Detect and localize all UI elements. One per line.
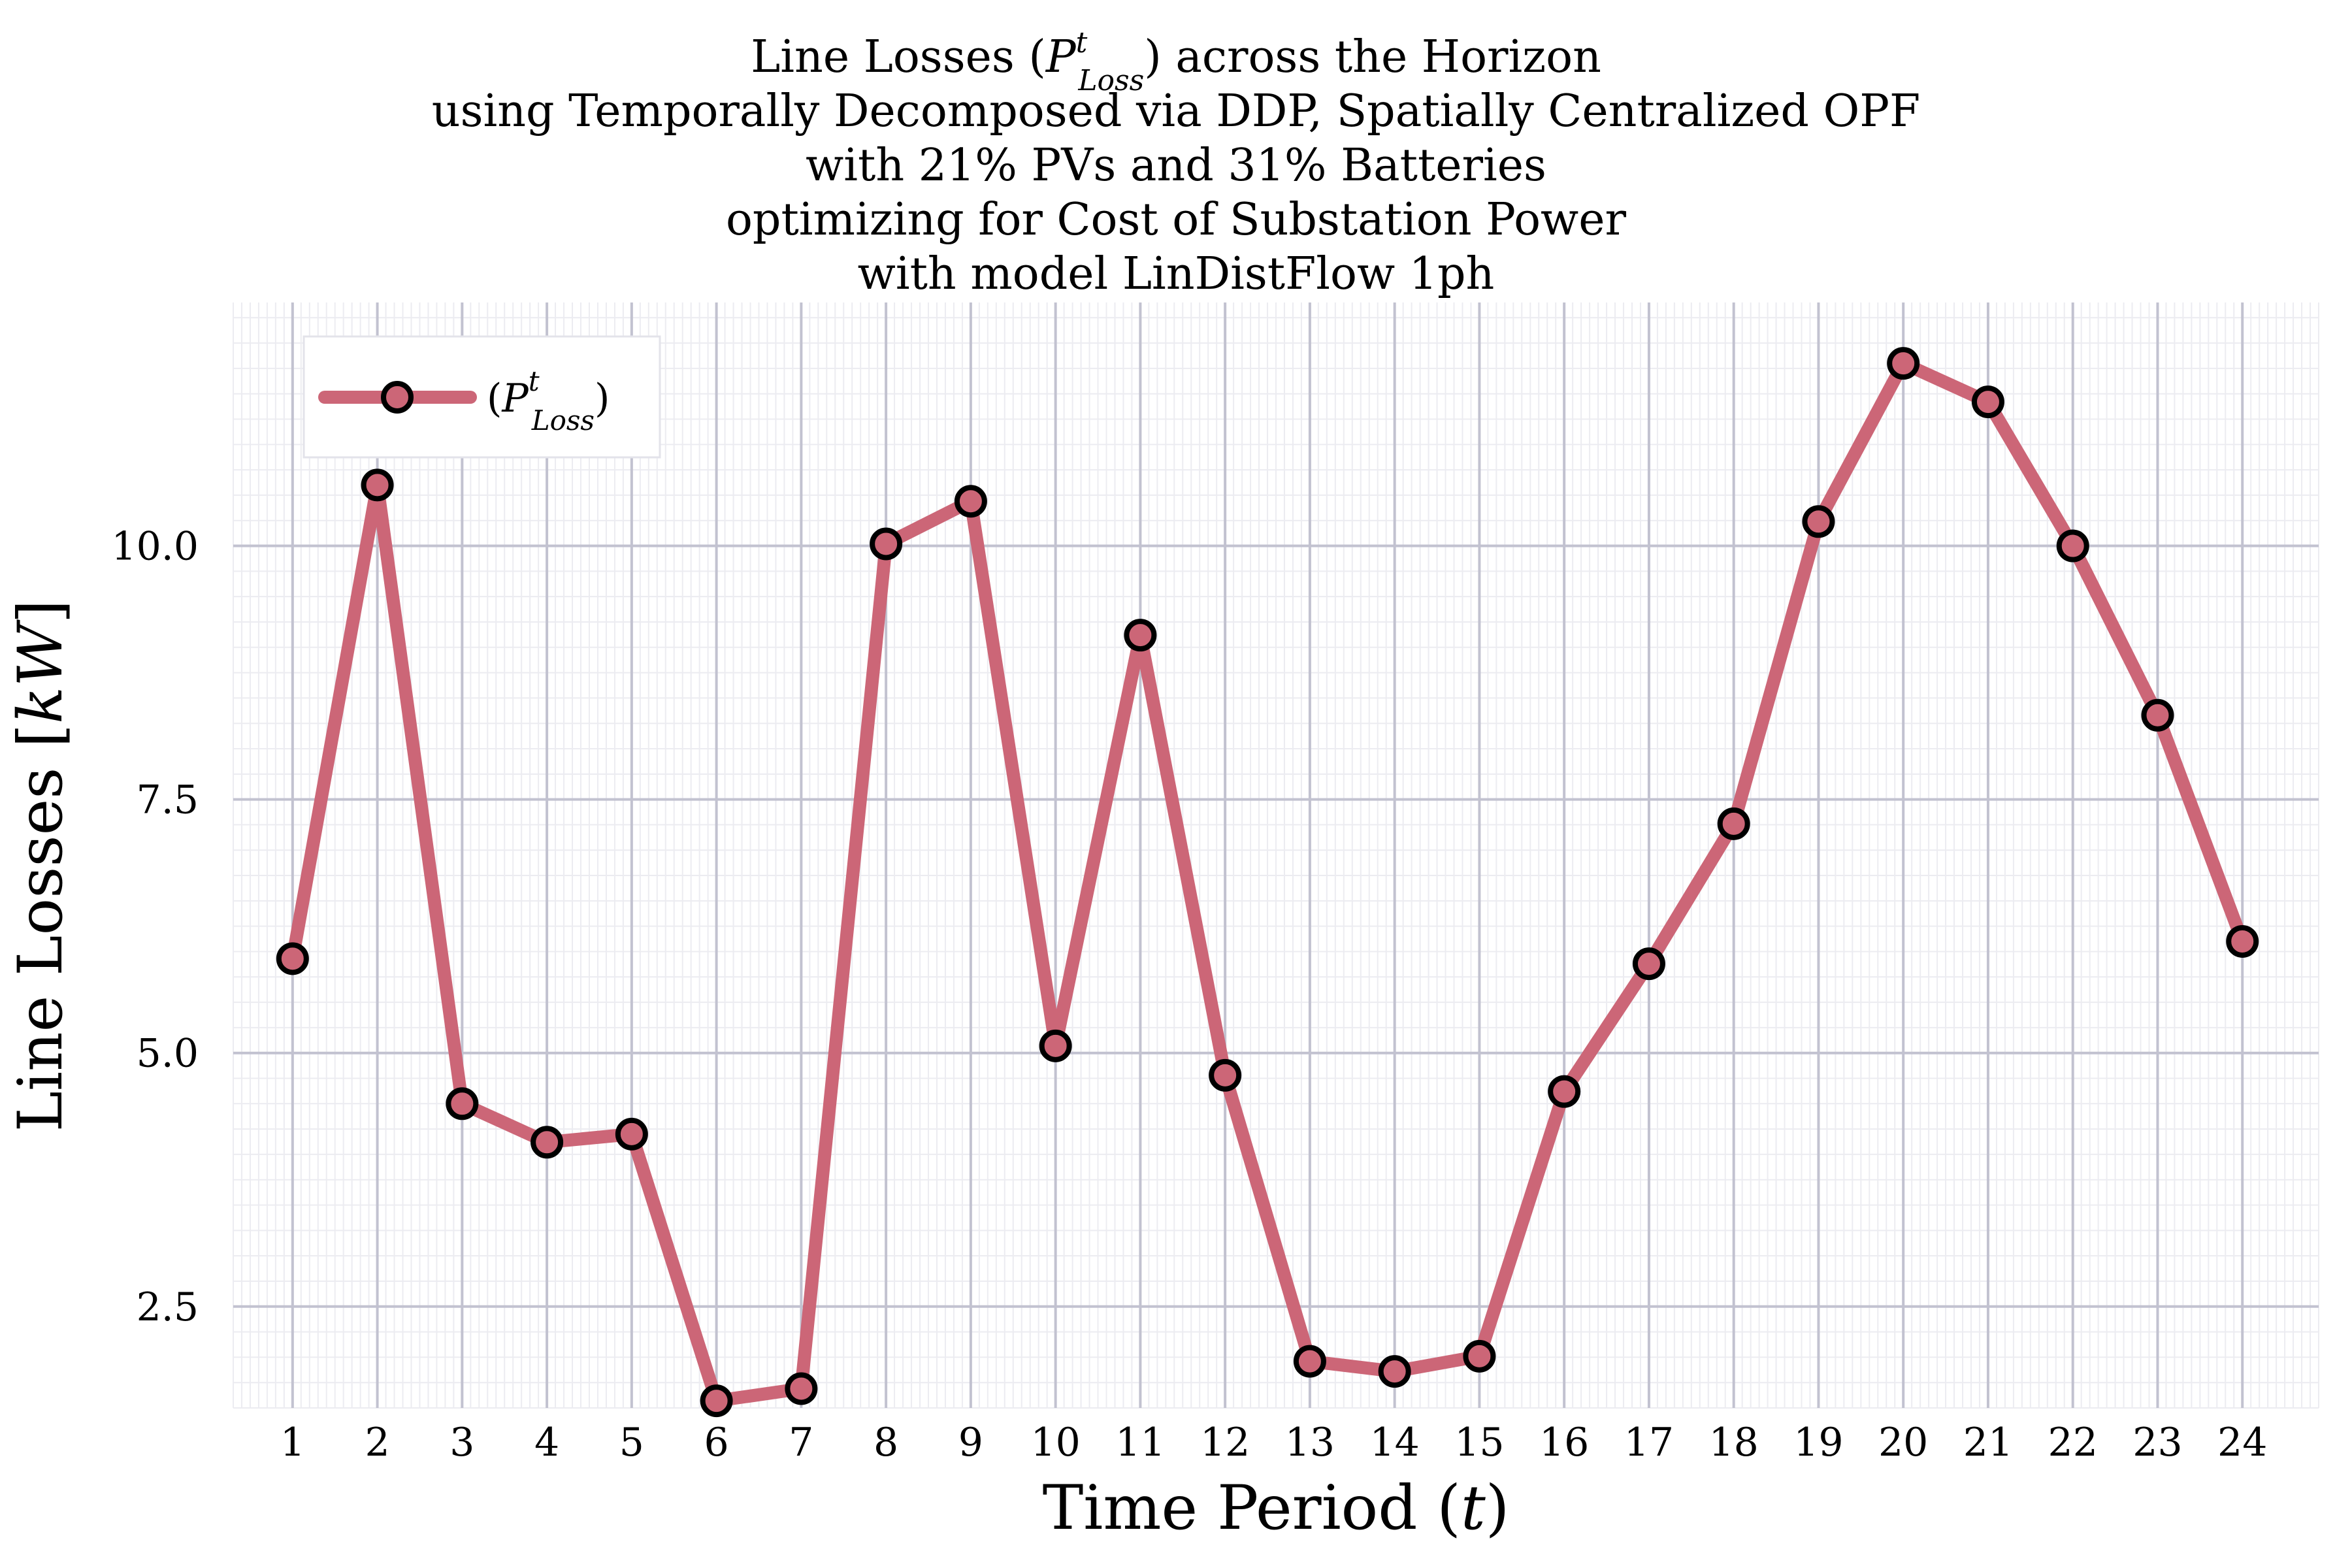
x-tick-label: 23	[2132, 1420, 2182, 1465]
data-point	[1209, 1058, 1242, 1092]
series-points-group	[276, 347, 2259, 1418]
x-tick-label: 21	[1963, 1420, 2013, 1465]
x-tick-label: 1	[280, 1420, 305, 1465]
data-point	[1887, 347, 1920, 380]
x-tick-label: 24	[2217, 1420, 2267, 1465]
x-tick-label: 16	[1539, 1420, 1589, 1465]
x-tick-label: 9	[958, 1420, 983, 1465]
data-point	[2056, 529, 2089, 563]
data-point	[1293, 1345, 1326, 1378]
data-point	[1124, 619, 1157, 652]
title-line-3: with 21% PVs and 31% Batteries	[806, 140, 1546, 191]
x-tick-label: 6	[704, 1420, 729, 1465]
data-point	[785, 1372, 818, 1405]
data-point	[1802, 505, 1835, 538]
x-tick-label: 10	[1030, 1420, 1080, 1465]
data-point	[446, 1087, 479, 1120]
x-tick-label: 14	[1369, 1420, 1419, 1465]
data-point	[700, 1384, 733, 1418]
y-tick-labels: 2.5 5.0 7.5 10.0	[111, 524, 199, 1330]
data-point	[1378, 1355, 1411, 1388]
legend: (Pt Loss)	[302, 335, 661, 459]
data-point	[1039, 1029, 1072, 1062]
data-point	[1548, 1075, 1581, 1108]
x-tick-label: 5	[619, 1420, 644, 1465]
x-tick-label: 19	[1793, 1420, 1843, 1465]
title-line-1: Line Losses (Pt Loss) across the Horizon	[751, 26, 1601, 97]
x-tick-label: 20	[1878, 1420, 1928, 1465]
x-tick-label: 7	[789, 1420, 813, 1465]
y-tick-label: 10.0	[111, 524, 199, 570]
data-point	[615, 1117, 648, 1151]
data-point	[531, 1126, 564, 1159]
data-point	[1632, 947, 1665, 981]
data-point	[870, 527, 903, 561]
data-point	[954, 485, 987, 518]
legend-marker-swatch	[381, 381, 414, 414]
data-point	[2141, 698, 2174, 732]
title-line-5: with model LinDistFlow 1ph	[858, 248, 1495, 300]
data-point	[361, 468, 394, 502]
y-axis-label: Line Losses [kW]	[5, 600, 76, 1132]
y-tick-label: 2.5	[137, 1284, 199, 1330]
data-point	[1971, 385, 2004, 419]
x-tick-label: 8	[874, 1420, 898, 1465]
x-tick-label: 3	[449, 1420, 474, 1465]
data-point	[276, 942, 309, 975]
x-tick-label: 13	[1285, 1420, 1335, 1465]
title-line-4: optimizing for Cost of Substation Power	[726, 194, 1627, 246]
title-line-2: using Temporally Decomposed via DDP, Spa…	[432, 86, 1920, 137]
y-tick-label: 7.5	[137, 777, 199, 823]
major-grid	[233, 302, 2319, 1408]
x-tick-label: 18	[1709, 1420, 1759, 1465]
x-axis-label: Time Period (t)	[1043, 1473, 1510, 1544]
chart-title: Line Losses (Pt Loss) across the Horizon …	[432, 26, 1920, 300]
data-point	[2226, 924, 2259, 958]
x-tick-labels: 1 2 3 4 5 6 7 8 9 10 11 12 13 14 15 16 17 18 19 20 21 22 23 24	[280, 1420, 2268, 1465]
legend-entry-label: (Pt Loss)	[487, 365, 610, 436]
x-tick-label: 22	[2048, 1420, 2098, 1465]
data-point	[1717, 807, 1750, 840]
x-tick-label: 12	[1200, 1420, 1250, 1465]
x-tick-label: 4	[534, 1420, 559, 1465]
y-tick-label: 5.0	[137, 1031, 199, 1077]
minor-grid	[233, 302, 2319, 1409]
x-tick-label: 11	[1115, 1420, 1165, 1465]
x-tick-label: 15	[1454, 1420, 1504, 1465]
x-tick-label: 17	[1624, 1420, 1674, 1465]
x-tick-label: 2	[365, 1420, 389, 1465]
data-point	[1463, 1339, 1496, 1373]
